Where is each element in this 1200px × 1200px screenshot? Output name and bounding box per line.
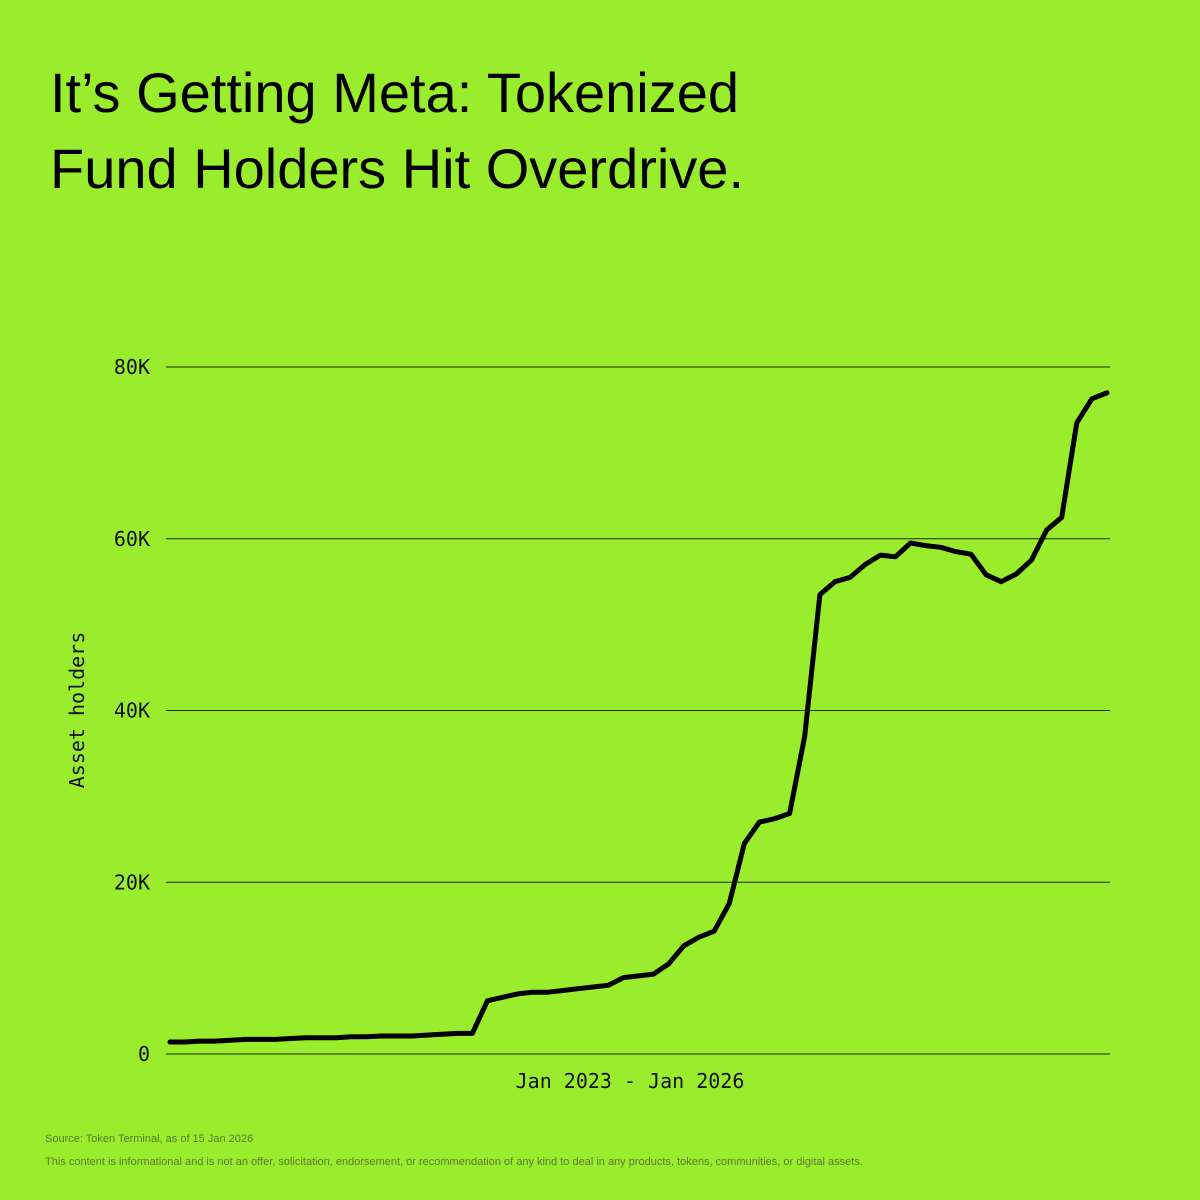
x-axis-label: Jan 2023 - Jan 2026 xyxy=(516,1069,745,1093)
y-tick-label: 0 xyxy=(138,1042,150,1066)
y-axis-label: Asset holders xyxy=(65,632,89,789)
y-tick-label: 60K xyxy=(114,527,150,551)
chart-title: It’s Getting Meta: Tokenized xyxy=(50,61,739,124)
data-line xyxy=(167,390,1110,1045)
y-tick-label: 40K xyxy=(114,699,150,723)
y-tick-label: 80K xyxy=(114,355,150,379)
source: Source: Token Terminal, as of 15 Jan 202… xyxy=(45,1133,253,1145)
y-tick-label: 20K xyxy=(114,870,150,894)
chart-title: Fund Holders Hit Overdrive. xyxy=(50,137,744,200)
disclaimer: This content is informational and is not… xyxy=(45,1156,863,1168)
